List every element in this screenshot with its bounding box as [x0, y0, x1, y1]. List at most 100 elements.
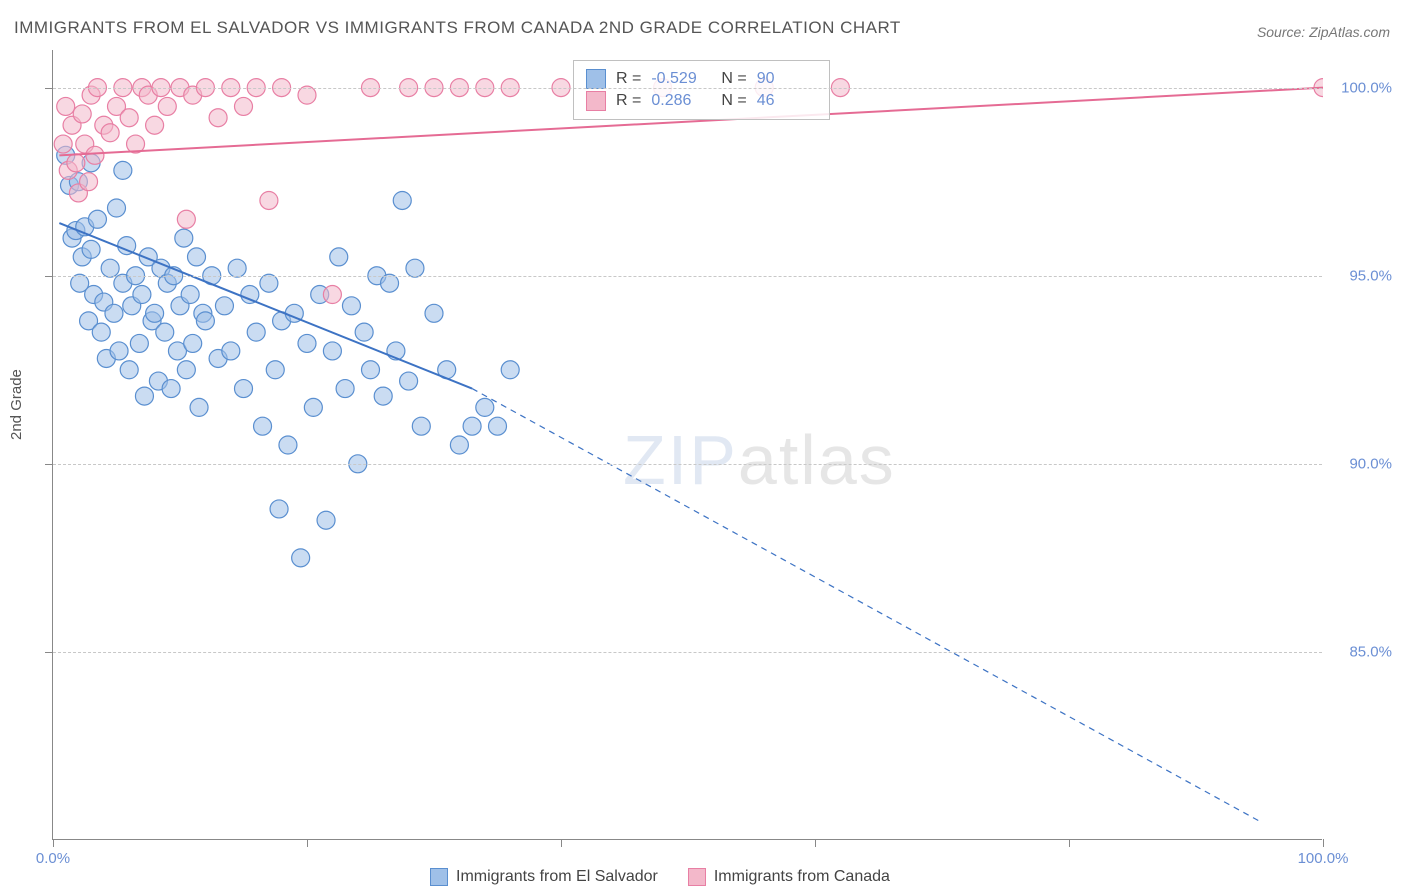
data-point: [279, 436, 297, 454]
data-point: [393, 191, 411, 209]
data-point: [476, 398, 494, 416]
bottom-swatch-1: [688, 868, 706, 886]
data-point: [82, 240, 100, 258]
data-point: [304, 398, 322, 416]
n-value-0: 90: [757, 70, 817, 88]
data-point: [266, 361, 284, 379]
data-point: [80, 173, 98, 191]
data-point: [101, 124, 119, 142]
data-point: [241, 286, 259, 304]
data-point: [298, 334, 316, 352]
ytick-label: 90.0%: [1349, 455, 1392, 472]
xtick-mark: [1323, 839, 1324, 847]
data-point: [120, 361, 138, 379]
data-point: [133, 286, 151, 304]
xtick-label: 100.0%: [1298, 850, 1349, 867]
r-value-0: -0.529: [651, 70, 711, 88]
xtick-label: 0.0%: [36, 850, 70, 867]
legend-swatch-1: [586, 91, 606, 111]
data-point: [355, 323, 373, 341]
data-point: [228, 259, 246, 277]
data-point: [501, 361, 519, 379]
data-point: [67, 154, 85, 172]
data-point: [374, 387, 392, 405]
data-point: [342, 297, 360, 315]
data-point: [425, 304, 443, 322]
r-label-0: R =: [616, 70, 641, 88]
data-point: [323, 286, 341, 304]
ytick-label: 95.0%: [1349, 267, 1392, 284]
data-point: [177, 210, 195, 228]
data-point: [54, 135, 72, 153]
data-point: [184, 334, 202, 352]
data-point: [86, 146, 104, 164]
data-point: [105, 304, 123, 322]
data-point: [406, 259, 424, 277]
data-point: [188, 248, 206, 266]
data-point: [181, 286, 199, 304]
data-point: [57, 97, 75, 115]
gridline: [53, 88, 1322, 89]
data-point: [130, 334, 148, 352]
data-point: [101, 259, 119, 277]
data-point: [215, 297, 233, 315]
trend-line-dashed: [472, 389, 1259, 822]
data-point: [270, 500, 288, 518]
data-point: [235, 97, 253, 115]
ytick-mark: [45, 276, 53, 277]
data-point: [146, 116, 164, 134]
data-point: [158, 97, 176, 115]
source-label: Source: ZipAtlas.com: [1257, 24, 1390, 40]
gridline: [53, 276, 1322, 277]
data-point: [108, 199, 126, 217]
data-point: [330, 248, 348, 266]
data-point: [260, 191, 278, 209]
data-point: [120, 109, 138, 127]
data-point: [400, 372, 418, 390]
y-axis-label: 2nd Grade: [8, 369, 25, 440]
chart-title: IMMIGRANTS FROM EL SALVADOR VS IMMIGRANT…: [14, 18, 901, 38]
bottom-legend: Immigrants from El Salvador Immigrants f…: [430, 868, 890, 886]
data-point: [73, 105, 91, 123]
bottom-legend-item-0: Immigrants from El Salvador: [430, 868, 658, 886]
gridline: [53, 652, 1322, 653]
stats-legend: R = -0.529 N = 90 R = 0.286 N = 46: [573, 60, 830, 120]
xtick-mark: [53, 839, 54, 847]
ytick-label: 100.0%: [1341, 79, 1392, 96]
data-point: [156, 323, 174, 341]
data-point: [254, 417, 272, 435]
ytick-mark: [45, 652, 53, 653]
r-label-1: R =: [616, 92, 641, 110]
data-point: [450, 436, 468, 454]
data-point: [323, 342, 341, 360]
data-point: [135, 387, 153, 405]
data-point: [146, 304, 164, 322]
legend-row-series-0: R = -0.529 N = 90: [586, 69, 817, 89]
data-point: [177, 361, 195, 379]
data-point: [175, 229, 193, 247]
data-point: [381, 274, 399, 292]
data-point: [260, 274, 278, 292]
n-value-1: 46: [757, 92, 817, 110]
data-point: [247, 323, 265, 341]
data-point: [298, 86, 316, 104]
xtick-mark: [1069, 839, 1070, 847]
data-point: [463, 417, 481, 435]
data-point: [162, 380, 180, 398]
data-point: [88, 210, 106, 228]
ytick-label: 85.0%: [1349, 643, 1392, 660]
ytick-mark: [45, 88, 53, 89]
data-point: [196, 312, 214, 330]
series-0-name: Immigrants from El Salvador: [456, 868, 658, 885]
r-value-1: 0.286: [651, 92, 711, 110]
data-point: [362, 361, 380, 379]
data-point: [317, 511, 335, 529]
data-point: [292, 549, 310, 567]
data-point: [336, 380, 354, 398]
bottom-legend-item-1: Immigrants from Canada: [688, 868, 890, 886]
data-point: [209, 109, 227, 127]
series-1-name: Immigrants from Canada: [714, 868, 890, 885]
gridline: [53, 464, 1322, 465]
data-point: [190, 398, 208, 416]
xtick-mark: [561, 839, 562, 847]
